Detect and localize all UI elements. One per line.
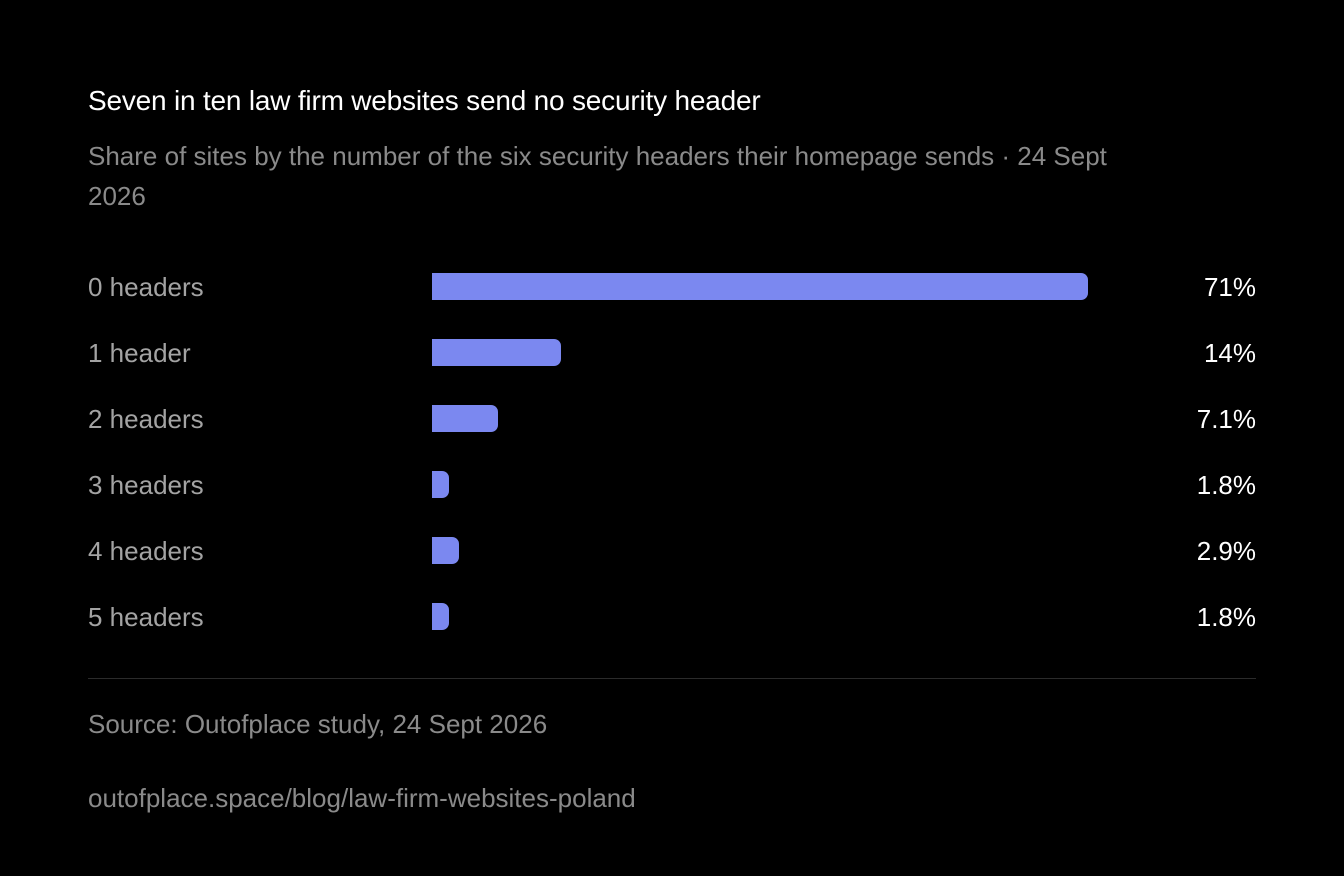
category-label: 1 header bbox=[88, 338, 191, 368]
value-label: 14% bbox=[1203, 338, 1256, 368]
value-label: 1.8% bbox=[1196, 470, 1256, 500]
chart-subtitle: Share of sites by the number of the six … bbox=[88, 141, 1107, 211]
bar-row: 5 headers 1.8% bbox=[88, 584, 1256, 650]
value-label: 1.8% bbox=[1196, 602, 1256, 632]
bar-row: 0 headers 71% bbox=[88, 254, 1256, 320]
bar-chart: 0 headers 71% 1 header 14% 2 headers 7.1% 3 he… bbox=[88, 254, 1256, 650]
value-label: 7.1% bbox=[1196, 404, 1256, 434]
bar-row: 3 headers 1.8% bbox=[88, 452, 1256, 518]
category-label: 2 headers bbox=[88, 404, 204, 434]
chart-card: Seven in ten law firm websites send no s… bbox=[88, 0, 1256, 876]
chart-title: Seven in ten law firm websites send no s… bbox=[88, 85, 761, 116]
category-label: 4 headers bbox=[88, 536, 204, 566]
bar bbox=[432, 405, 498, 432]
value-label: 71% bbox=[1203, 272, 1256, 302]
bar bbox=[432, 273, 1088, 300]
category-label: 0 headers bbox=[88, 272, 204, 302]
bar bbox=[432, 537, 459, 564]
source-url: outofplace.space/blog/law-firm-websites-… bbox=[88, 783, 636, 813]
category-label: 5 headers bbox=[88, 602, 204, 632]
value-label: 2.9% bbox=[1196, 536, 1256, 566]
category-label: 3 headers bbox=[88, 470, 204, 500]
bar-row: 2 headers 7.1% bbox=[88, 386, 1256, 452]
bar bbox=[432, 603, 449, 630]
source-note: Source: Outofplace study, 24 Sept 2026 bbox=[88, 709, 548, 739]
bar bbox=[432, 471, 449, 498]
footer-divider bbox=[88, 678, 1256, 679]
bar-row: 1 header 14% bbox=[88, 320, 1256, 386]
bar bbox=[432, 339, 562, 366]
bar-row: 4 headers 2.9% bbox=[88, 518, 1256, 584]
